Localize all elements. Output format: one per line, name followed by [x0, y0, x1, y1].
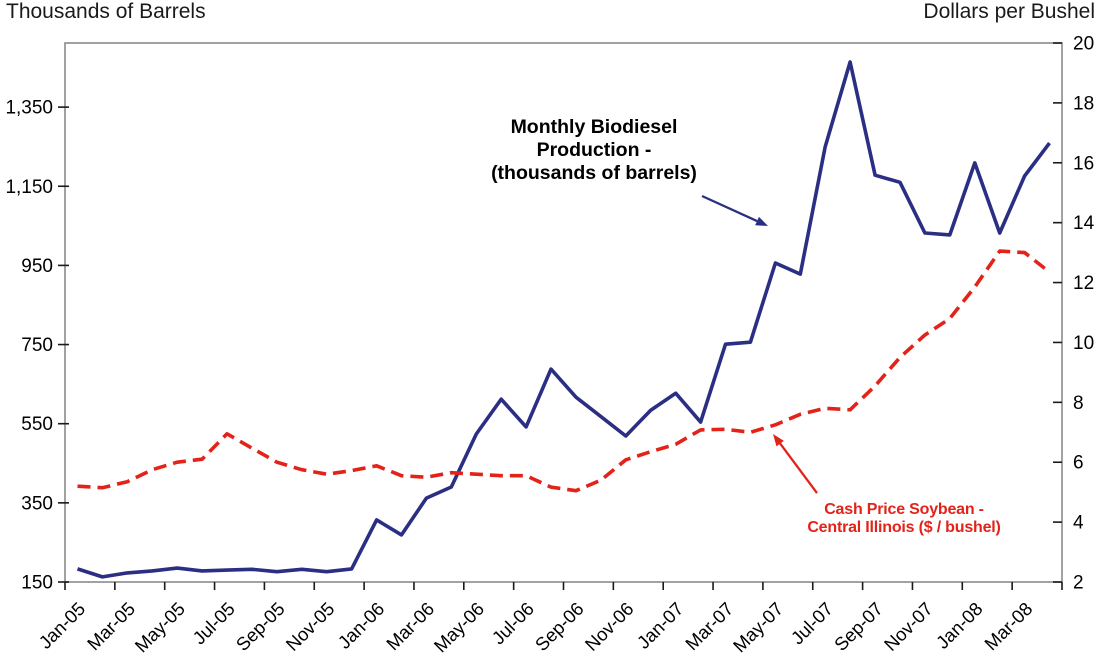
right-axis-tick-label: 14 [1073, 213, 1095, 234]
left-axis-tick-label: 350 [21, 493, 53, 514]
right-axis-tick-label: 8 [1073, 393, 1084, 414]
x-tick-label: Mar-06 [382, 598, 438, 654]
production-annotation-line3: (thousands of barrels) [491, 162, 697, 184]
production-annotation-line2: Production - [536, 139, 652, 161]
x-tick-label: Nov-07 [880, 598, 937, 655]
soybean-price-line [77, 249, 1051, 493]
x-tick-label: Nov-05 [282, 598, 339, 655]
soybean-annotation-arrow-head [773, 434, 784, 447]
x-tick-label: Jan-05 [34, 598, 89, 653]
x-tick-label: Jan-08 [932, 598, 987, 653]
left-axis-title: Thousands of Barrels [6, 0, 206, 23]
x-tick-label: Mar-05 [83, 598, 139, 654]
production-annotation: Monthly Biodiesel Production - (thousand… [480, 116, 708, 185]
right-axis-tick-label: 12 [1073, 273, 1094, 294]
right-axis-tick-label: 10 [1073, 333, 1094, 354]
biodiesel-production-line [76, 60, 1051, 579]
x-tick-label: May-07 [729, 598, 787, 656]
soybean-annotation-line2: Central Illinois ($ / bushel) [807, 518, 1001, 536]
soybean-annotation: Cash Price Soybean - Central Illinois ($… [791, 501, 1017, 536]
production-annotation-arrow-head [755, 216, 768, 226]
production-annotation-line1: Monthly Biodiesel [510, 116, 678, 138]
left-axis-tick-label: 750 [21, 335, 53, 356]
right-axis-tick-label: 20 [1073, 34, 1094, 55]
left-axis-tick-label: 150 [21, 573, 53, 594]
soybean-annotation-line1: Cash Price Soybean - [824, 501, 984, 518]
x-tick-label: May-05 [131, 598, 189, 656]
left-axis-tick-label: 950 [21, 256, 53, 277]
x-tick-label: Mar-07 [681, 598, 737, 654]
x-tick-label: Sep-06 [531, 598, 588, 655]
right-axis-title: Dollars per Bushel [923, 0, 1095, 23]
x-tick-label: Mar-08 [980, 598, 1036, 654]
x-tick-label: Nov-06 [581, 598, 638, 655]
right-axis-tick-label: 16 [1073, 153, 1094, 174]
x-tick-label: Sep-05 [232, 598, 289, 655]
right-axis-tick-label: 6 [1073, 453, 1084, 474]
x-tick-label: Jan-07 [633, 598, 688, 653]
right-axis-tick-label: 4 [1073, 513, 1084, 534]
production-annotation-arrow-shaft [701, 194, 758, 223]
left-axis-tick-label: 550 [21, 414, 53, 435]
x-tick-label: Sep-07 [830, 598, 887, 655]
x-tick-label: May-06 [430, 598, 488, 656]
x-tick-label: Jan-06 [334, 598, 389, 653]
left-axis-tick-label: 1,150 [5, 177, 53, 198]
soybean-annotation-arrow-shaft [779, 442, 818, 494]
right-axis-tick-label: 2 [1073, 573, 1084, 594]
right-axis-tick-label: 18 [1073, 93, 1094, 114]
left-axis-tick-label: 1,350 [5, 98, 53, 119]
